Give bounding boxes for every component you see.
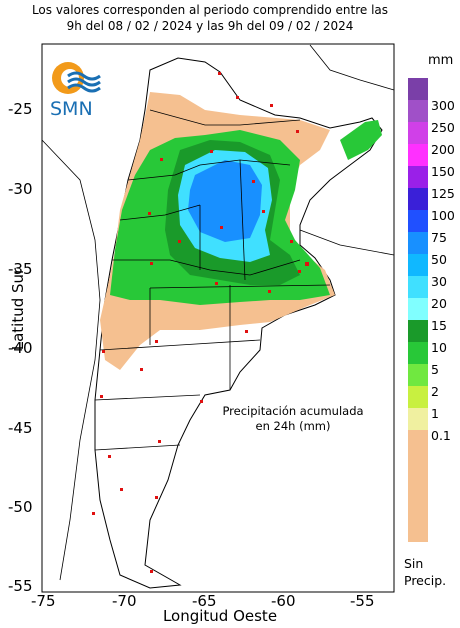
province-borders <box>94 109 331 451</box>
map-title: Los valores corresponden al periodo comp… <box>20 2 400 34</box>
ytick-label: -35 <box>8 260 33 278</box>
neighbor-borders <box>41 44 395 581</box>
legend-unit: mm <box>428 53 454 68</box>
legend-level: 20 <box>431 296 447 311</box>
legend-level: 50 <box>431 252 447 267</box>
legend-level: 15 <box>431 318 447 333</box>
precip-zone-ne <box>340 120 382 160</box>
legend-no-data: Sin Precip. <box>404 555 446 589</box>
legend-level: 100 <box>431 208 455 223</box>
xtick-label: -70 <box>112 592 137 610</box>
legend-level: 250 <box>431 120 455 135</box>
xtick-label: -65 <box>192 592 217 610</box>
legend-level: 30 <box>431 274 447 289</box>
legend-level: 125 <box>431 186 455 201</box>
legend-level: 1 <box>431 406 439 421</box>
legend-level: 0.1 <box>431 428 451 443</box>
ytick-label: -45 <box>8 419 33 437</box>
ytick-label: -25 <box>8 100 33 118</box>
legend-level: 10 <box>431 340 447 355</box>
logo-text: SMN <box>50 98 93 120</box>
legend-level: 75 <box>431 230 447 245</box>
map-annotation: Precipitación acumulada en 24h (mm) <box>220 404 366 434</box>
xtick-label: -60 <box>271 592 296 610</box>
xtick-label: -75 <box>31 592 56 610</box>
title-line-1: Los valores corresponden al periodo comp… <box>31 3 389 17</box>
station-markers <box>92 72 309 573</box>
annotation-line-1: Precipitación acumulada <box>222 404 364 418</box>
ytick-label: -30 <box>8 180 33 198</box>
xtick-label: -55 <box>350 592 375 610</box>
legend-colorbar <box>408 78 428 542</box>
precip-zone-50 <box>188 160 262 242</box>
annotation-line-2: en 24h (mm) <box>255 419 331 433</box>
y-axis-label: Latitud Sur <box>9 267 27 351</box>
ytick-label: -55 <box>8 577 33 595</box>
legend-level: 150 <box>431 164 455 179</box>
no-data-line-1: Sin <box>404 556 424 571</box>
legend-level: 300 <box>431 98 455 113</box>
legend-level: 2 <box>431 384 439 399</box>
ytick-label: -40 <box>8 339 33 357</box>
legend-level: 200 <box>431 142 455 157</box>
smn-logo <box>52 62 101 94</box>
ytick-label: -50 <box>8 498 33 516</box>
title-line-2: 9h del 08 / 02 / 2024 y las 9h del 09 / … <box>66 19 354 33</box>
legend-level: 5 <box>431 362 439 377</box>
x-axis-label: Longitud Oeste <box>162 607 278 625</box>
no-data-line-2: Precip. <box>404 573 447 588</box>
